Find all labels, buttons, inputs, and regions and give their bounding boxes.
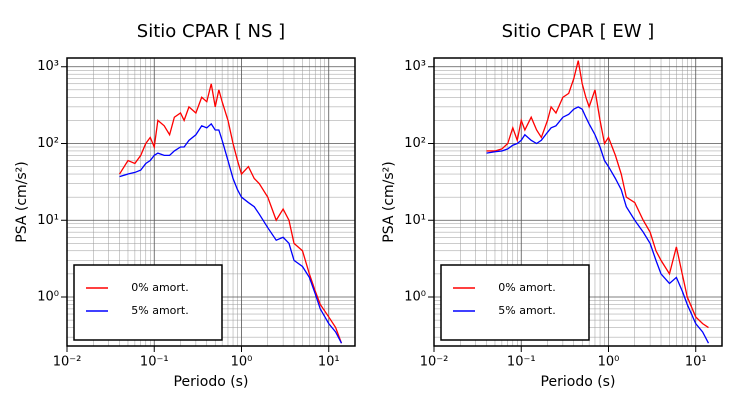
chart-title: Sitio CPAR [ NS ] [137, 21, 285, 42]
legend-label: 5% amort. [131, 304, 188, 317]
plot-frame [66, 57, 356, 347]
y-tick-label: 10⁰ [404, 290, 426, 305]
legend-label: 5% amort. [498, 304, 555, 317]
series-line [486, 60, 709, 329]
plot-frame [433, 57, 723, 347]
x-tick-label: 10⁻² [420, 355, 449, 370]
x-tick-label: 10¹ [318, 355, 340, 370]
y-tick-label: 10³ [404, 59, 426, 74]
legend-box [73, 264, 223, 341]
x-axis-label: Periodo (s) [541, 374, 616, 390]
y-tick-label: 10² [37, 136, 59, 151]
chart-title: Sitio CPAR [ EW ] [502, 21, 655, 42]
y-tick-label: 10¹ [37, 213, 59, 228]
x-axis-label: Periodo (s) [174, 374, 249, 390]
x-tick-label: 10¹ [685, 355, 707, 370]
series-line [119, 122, 343, 344]
legend-box [440, 264, 590, 341]
series-line [486, 106, 710, 344]
series-line [118, 83, 343, 344]
legend-label: 0% amort. [131, 281, 188, 294]
x-tick-label: 10⁻² [53, 355, 82, 370]
legend-label: 0% amort. [498, 281, 555, 294]
x-tick-label: 10⁻¹ [507, 355, 536, 370]
y-tick-label: 10² [404, 136, 426, 151]
y-tick-label: 10¹ [404, 213, 426, 228]
y-axis-label: PSA (cm/s²) [14, 161, 30, 243]
y-tick-label: 10³ [37, 59, 59, 74]
y-axis-label: PSA (cm/s²) [381, 161, 397, 243]
x-tick-label: 10⁰ [598, 355, 620, 370]
y-tick-label: 10⁰ [37, 290, 59, 305]
x-tick-label: 10⁻¹ [140, 355, 169, 370]
x-tick-label: 10⁰ [231, 355, 253, 370]
